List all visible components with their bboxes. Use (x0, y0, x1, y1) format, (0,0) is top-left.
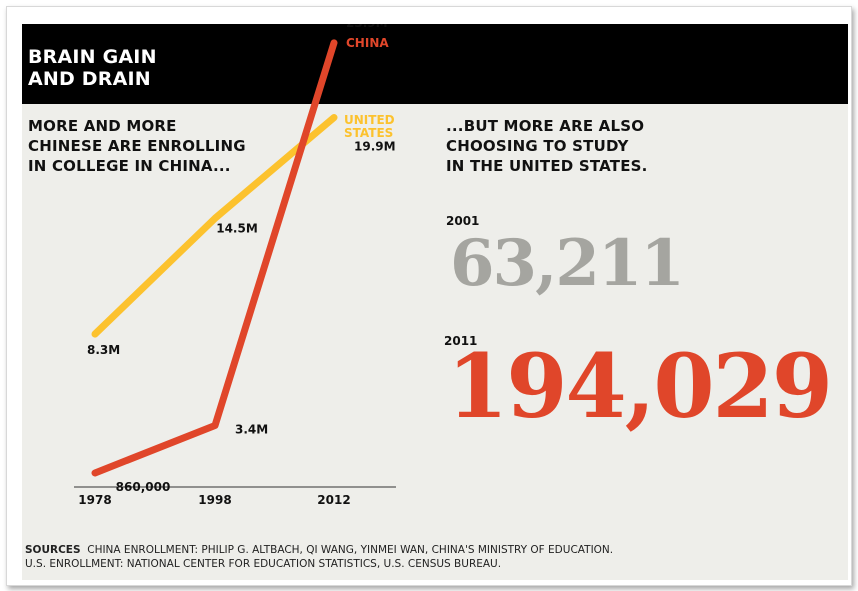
data-label-us-1978: 8.3M (87, 343, 120, 357)
left-subtitle: MORE AND MORE CHINESE ARE ENROLLING IN C… (28, 117, 246, 175)
year-2011-label: 2011 (444, 334, 478, 348)
data-label-china-1998: 3.4M (235, 423, 268, 437)
x-tick-label-1998: 1998 (198, 493, 231, 507)
data-label-china-1978: 860,000 (116, 480, 171, 494)
data-label-us-1998: 14.5M (216, 221, 258, 235)
series-name-china: CHINA (346, 36, 389, 50)
value-2011: 194,029 (447, 334, 833, 438)
data-label-us-2012: 19.9M (354, 140, 396, 154)
series-line-china (91, 39, 338, 477)
right-subtitle: ...BUT MORE ARE ALSO CHOOSING TO STUDY I… (446, 117, 648, 175)
sources-note: SOURCES CHINA ENROLLMENT: PHILIP G. ALTB… (25, 543, 613, 571)
header-bar: BRAIN GAIN AND DRAIN (22, 24, 848, 104)
series-name-united-states: UNITED STATES (344, 113, 395, 140)
infographic-panel: BRAIN GAIN AND DRAIN MORE AND MORE CHINE… (22, 24, 848, 580)
chart-title: BRAIN GAIN AND DRAIN (28, 46, 157, 90)
sources-line-1: CHINA ENROLLMENT: PHILIP G. ALTBACH, QI … (87, 544, 614, 556)
x-tick-label-2012: 2012 (317, 493, 350, 507)
line-chart: 1978 1998 2012 860,000 3.4M 23.9M 8.3M 14.5M 19.… (74, 24, 396, 507)
data-label-china-2012: 23.9M (346, 24, 388, 30)
sources-line-2: U.S. ENROLLMENT: NATIONAL CENTER FOR EDU… (25, 558, 502, 570)
year-2001-label: 2001 (446, 214, 480, 228)
x-tick-label-1978: 1978 (78, 493, 111, 507)
series-line-united-states (91, 114, 338, 338)
sources-label: SOURCES (25, 544, 81, 556)
value-2001: 63,211 (450, 226, 685, 301)
